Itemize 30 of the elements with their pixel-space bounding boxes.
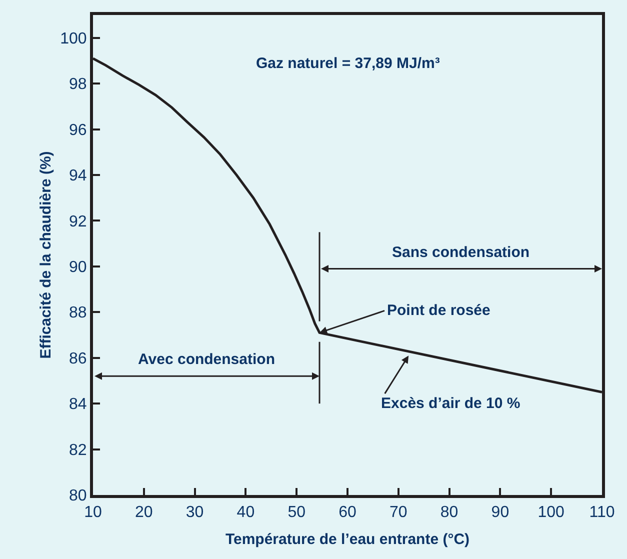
annotation: Sans condensation bbox=[392, 244, 530, 261]
y-tick-label: 98 bbox=[69, 76, 87, 94]
y-tick-label: 96 bbox=[69, 122, 87, 139]
y-tick-label: 94 bbox=[69, 168, 87, 185]
annotation: Gaz naturel = 37,89 MJ/m³ bbox=[256, 55, 440, 72]
y-tick-label: 100 bbox=[60, 30, 87, 48]
y-tick-label: 88 bbox=[69, 304, 87, 322]
annotation: Point de rosée bbox=[387, 302, 490, 319]
y-tick-label: 84 bbox=[69, 396, 87, 414]
annotation: Avec condensation bbox=[138, 351, 275, 368]
x-tick-label: 90 bbox=[491, 504, 510, 522]
x-tick-label: 70 bbox=[390, 504, 408, 522]
y-tick-label: 80 bbox=[69, 488, 87, 505]
x-tick-label: 80 bbox=[440, 504, 458, 522]
x-tick-label: 100 bbox=[538, 504, 565, 522]
x-tick-label: 110 bbox=[589, 504, 615, 522]
x-tick-label: 60 bbox=[338, 504, 356, 522]
x-tick-label: 40 bbox=[236, 504, 255, 522]
y-tick-label: 82 bbox=[69, 442, 87, 459]
y-axis-title: Efficacité de la chaudière (%) bbox=[37, 151, 54, 359]
x-tick-label: 30 bbox=[186, 504, 204, 522]
line-series bbox=[93, 57, 602, 394]
y-tick-label: 86 bbox=[69, 350, 87, 368]
annotation: Excès d’air de 10 % bbox=[381, 395, 520, 412]
x-tick-label: 10 bbox=[84, 504, 102, 522]
x-tick-label: 20 bbox=[135, 504, 153, 522]
x-tick-label: 50 bbox=[288, 504, 306, 522]
y-tick-label: 92 bbox=[69, 213, 87, 230]
y-tick-label: 90 bbox=[69, 259, 87, 276]
x-axis-title: Température de l’eau entrante (°C) bbox=[225, 531, 470, 548]
